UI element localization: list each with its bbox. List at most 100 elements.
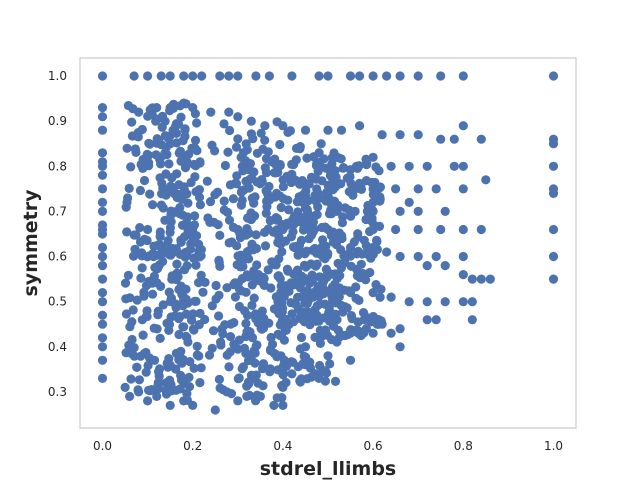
scatter-point xyxy=(165,131,175,141)
scatter-point xyxy=(476,134,486,144)
scatter-point xyxy=(156,71,166,81)
scatter-point xyxy=(206,107,216,117)
scatter-point xyxy=(160,116,170,126)
scatter-point xyxy=(164,159,174,169)
scatter-point xyxy=(127,117,137,127)
scatter-point xyxy=(355,273,365,283)
scatter-point xyxy=(143,396,153,406)
scatter-point xyxy=(321,368,332,378)
scatter-point xyxy=(404,161,414,171)
scatter-point xyxy=(334,292,344,302)
scatter-point xyxy=(97,125,108,135)
plot-area-frame xyxy=(79,57,577,429)
scatter-point xyxy=(161,190,171,200)
scatter-point xyxy=(220,160,230,171)
scatter-point xyxy=(163,236,173,246)
scatter-point xyxy=(305,212,315,222)
scatter-point xyxy=(126,162,136,172)
scatter-point xyxy=(186,177,196,188)
scatter-point xyxy=(233,224,243,235)
scatter-point xyxy=(97,297,108,307)
scatter-point xyxy=(123,270,133,280)
scatter-point xyxy=(207,343,217,353)
scatter-point xyxy=(215,71,225,81)
scatter-point xyxy=(180,124,190,134)
scatter-point xyxy=(332,206,342,216)
scatter-point xyxy=(151,116,161,126)
scatter-point xyxy=(314,373,324,383)
scatter-point xyxy=(176,375,187,385)
scatter-point xyxy=(368,224,378,235)
scatter-point xyxy=(436,71,446,81)
scatter-point xyxy=(125,391,135,401)
scatter-point xyxy=(342,173,352,183)
scatter-point xyxy=(153,306,163,316)
scatter-point xyxy=(391,224,401,235)
scatter-point xyxy=(225,347,235,357)
scatter-point xyxy=(243,377,254,387)
scatter-point xyxy=(182,332,192,342)
scatter-point xyxy=(142,235,152,246)
scatter-point xyxy=(219,119,229,129)
scatter-point xyxy=(395,206,405,216)
scatter-point xyxy=(284,205,294,215)
scatter-point xyxy=(286,357,296,367)
scatter-point xyxy=(224,362,234,372)
scatter-point xyxy=(321,196,331,206)
scatter-point xyxy=(225,125,235,136)
scatter-point xyxy=(289,280,299,290)
scatter-point xyxy=(166,293,176,303)
scatter-point xyxy=(323,248,333,258)
scatter-point xyxy=(289,269,299,279)
scatter-point xyxy=(297,311,307,321)
scatter-point xyxy=(151,150,161,160)
scatter-point xyxy=(158,300,168,310)
scatter-point xyxy=(304,234,314,244)
scatter-point xyxy=(261,208,271,218)
scatter-point xyxy=(334,283,344,293)
scatter-point xyxy=(134,387,144,397)
scatter-point xyxy=(264,181,274,192)
scatter-point xyxy=(172,259,182,269)
scatter-point xyxy=(167,243,177,254)
scatter-point xyxy=(139,287,149,297)
scatter-point xyxy=(368,206,378,216)
scatter-point xyxy=(165,400,175,410)
scatter-point xyxy=(375,292,385,302)
scatter-point xyxy=(476,274,486,284)
y-tick-label: 0.3 xyxy=(48,385,67,399)
scatter-point xyxy=(131,230,141,240)
scatter-point xyxy=(440,297,450,307)
scatter-point xyxy=(436,134,446,144)
scatter-point xyxy=(287,71,297,81)
scatter-point xyxy=(272,215,282,225)
scatter-point xyxy=(162,149,172,160)
scatter-point xyxy=(257,364,268,374)
scatter-point xyxy=(287,369,297,379)
scatter-point xyxy=(485,274,495,284)
scatter-point xyxy=(449,134,459,144)
scatter-point xyxy=(174,284,184,295)
scatter-point xyxy=(249,346,259,356)
scatter-point xyxy=(233,396,243,406)
scatter-point xyxy=(222,283,232,293)
scatter-point xyxy=(336,125,347,135)
scatter-point xyxy=(375,192,385,202)
scatter-point xyxy=(266,283,276,293)
scatter-point xyxy=(162,318,172,328)
scatter-point xyxy=(219,196,229,206)
scatter-point xyxy=(367,213,377,223)
scatter-point xyxy=(320,325,330,335)
scatter-point xyxy=(458,161,468,171)
scatter-point xyxy=(152,263,162,273)
scatter-point xyxy=(431,315,441,325)
scatter-point xyxy=(368,152,378,162)
scatter-point xyxy=(244,165,254,175)
scatter-point xyxy=(129,71,139,81)
scatter-point xyxy=(168,184,178,194)
scatter-point xyxy=(216,340,226,350)
scatter-point xyxy=(372,235,382,245)
scatter-point xyxy=(234,301,245,312)
scatter-point xyxy=(458,251,468,262)
scatter-point xyxy=(97,161,108,171)
